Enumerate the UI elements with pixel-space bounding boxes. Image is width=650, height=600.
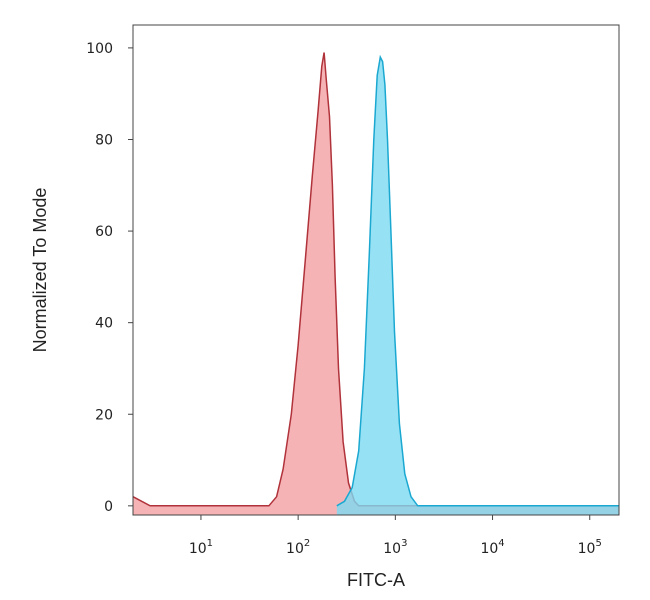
x-axis-title: FITC-A <box>347 570 405 590</box>
series-1-line <box>132 52 619 507</box>
y-axis-title: Normalized To Mode <box>30 188 50 353</box>
series-2-line <box>336 54 619 507</box>
y-axis-ticks: 0 20 40 60 80 100 <box>86 41 133 515</box>
series-layer <box>132 52 619 515</box>
y-tick-label: 40 <box>95 316 113 332</box>
x-tick-label: 104 <box>480 538 504 557</box>
x-tick-label: 103 <box>383 538 407 557</box>
y-tick-label: 80 <box>95 132 113 148</box>
y-tick-label: 0 <box>104 499 113 515</box>
x-tick-label: 105 <box>578 538 602 557</box>
y-tick-label: 20 <box>95 407 113 423</box>
x-tick-label: 101 <box>189 538 213 557</box>
y-tick-label: 100 <box>86 41 113 57</box>
x-axis-ticks: 101 102 103 104 105 <box>189 515 602 557</box>
series-2-area <box>336 57 619 515</box>
plot-frame <box>132 24 620 516</box>
x-tick-label: 102 <box>286 538 310 557</box>
y-tick-label: 60 <box>95 224 113 240</box>
